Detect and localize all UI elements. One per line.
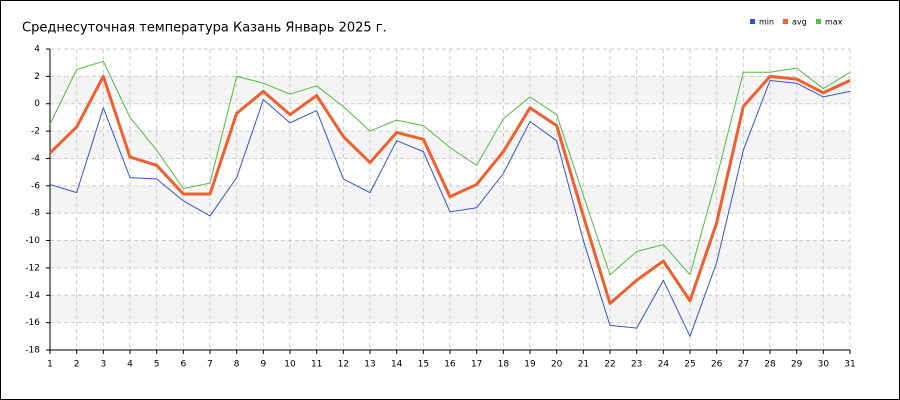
y-tick-label: -4 [31,154,40,164]
x-tick-label: 9 [260,360,266,370]
x-tick-label: 19 [524,360,536,370]
x-tick-label: 8 [234,360,240,370]
x-tick-label: 22 [604,360,615,370]
y-tick-label: -2 [31,127,40,137]
chart-title: Среднесуточная температура Казань Январь… [22,21,387,36]
x-tick-label: 10 [284,360,296,370]
x-tick-label: 24 [658,360,670,370]
y-tick-label: -18 [25,346,40,356]
x-tick-label: 27 [738,360,749,370]
legend-label: avg [792,18,807,27]
x-tick-label: 17 [471,360,482,370]
x-tick-label: 2 [74,360,80,370]
x-tick-label: 13 [364,360,375,370]
legend-label: min [759,18,774,27]
x-tick-label: 11 [311,360,322,370]
legend-swatch [816,19,821,24]
y-tick-label: -16 [25,318,40,328]
x-tick-label: 23 [631,360,642,370]
y-tick-label: -12 [25,263,40,273]
y-tick-label: -14 [25,291,40,301]
x-tick-label: 15 [418,360,429,370]
y-tick-label: 2 [34,72,40,82]
x-tick-label: 29 [791,360,803,370]
legend-swatch [750,19,755,24]
x-tick-label: 25 [684,360,695,370]
x-tick-label: 20 [551,360,563,370]
y-tick-label: -10 [25,236,40,246]
x-tick-label: 4 [127,360,133,370]
x-tick-label: 14 [391,360,403,370]
x-tick-label: 7 [207,360,213,370]
legend-label: max [825,18,843,27]
legend-swatch [783,19,788,24]
x-tick-label: 18 [498,360,510,370]
x-tick-label: 5 [154,360,160,370]
x-tick-label: 31 [844,360,855,370]
x-tick-label: 3 [100,360,106,370]
x-tick-label: 16 [444,360,456,370]
y-tick-label: 0 [34,99,40,109]
line-series [48,74,851,305]
x-tick-label: 26 [711,360,723,370]
line-series [49,60,851,276]
line-series [49,79,851,337]
x-tick-label: 21 [578,360,589,370]
y-tick-label: -8 [31,209,40,219]
y-tick-label: -6 [31,181,40,191]
x-tick-label: 12 [338,360,349,370]
x-tick-label: 30 [818,360,830,370]
x-tick-label: 6 [180,360,186,370]
y-tick-label: 4 [34,45,40,55]
x-tick-label: 1 [47,360,53,370]
x-tick-label: 28 [764,360,776,370]
